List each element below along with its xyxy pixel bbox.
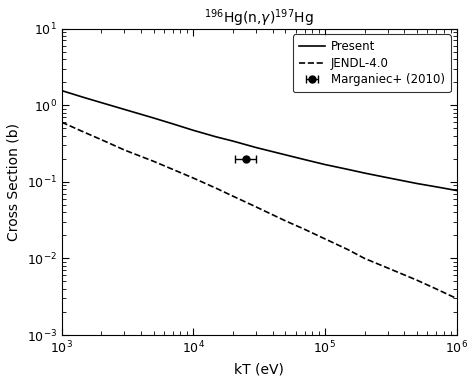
Present	[385, 175, 390, 180]
JENDL-4.0	[361, 256, 367, 261]
Line: JENDL-4.0: JENDL-4.0	[62, 122, 456, 298]
JENDL-4.0	[302, 227, 307, 232]
Legend: Present, JENDL-4.0, Marganiec+ (2010): Present, JENDL-4.0, Marganiec+ (2010)	[293, 34, 451, 92]
JENDL-4.0	[414, 278, 420, 283]
Present	[414, 181, 420, 186]
Present	[230, 139, 236, 143]
Present	[302, 157, 307, 162]
Present	[82, 95, 87, 100]
JENDL-4.0	[454, 296, 459, 301]
Present	[322, 162, 328, 167]
Present	[433, 185, 439, 189]
JENDL-4.0	[151, 159, 156, 164]
JENDL-4.0	[98, 137, 104, 142]
JENDL-4.0	[283, 218, 288, 223]
JENDL-4.0	[253, 205, 259, 209]
JENDL-4.0	[230, 194, 236, 198]
Present	[283, 152, 288, 157]
Title: $^{196}$Hg(n,$\gamma$)$^{197}$Hg: $^{196}$Hg(n,$\gamma$)$^{197}$Hg	[204, 7, 314, 29]
JENDL-4.0	[190, 176, 196, 180]
Y-axis label: Cross Section (b): Cross Section (b)	[7, 123, 21, 241]
Present	[98, 100, 104, 105]
X-axis label: kT (eV): kT (eV)	[234, 362, 284, 376]
JENDL-4.0	[214, 186, 219, 191]
Present	[253, 145, 259, 150]
Present	[170, 121, 176, 126]
Present	[190, 128, 196, 133]
JENDL-4.0	[122, 148, 127, 152]
JENDL-4.0	[170, 167, 176, 172]
Line: Present: Present	[62, 91, 456, 190]
Present	[214, 135, 219, 139]
Present	[454, 188, 459, 193]
JENDL-4.0	[59, 120, 65, 124]
Present	[361, 171, 367, 175]
JENDL-4.0	[433, 286, 439, 291]
JENDL-4.0	[345, 247, 351, 252]
Present	[122, 107, 127, 112]
Present	[151, 116, 156, 120]
JENDL-4.0	[322, 237, 328, 241]
Present	[59, 88, 65, 93]
JENDL-4.0	[385, 266, 390, 270]
Present	[345, 167, 351, 172]
JENDL-4.0	[82, 130, 87, 135]
